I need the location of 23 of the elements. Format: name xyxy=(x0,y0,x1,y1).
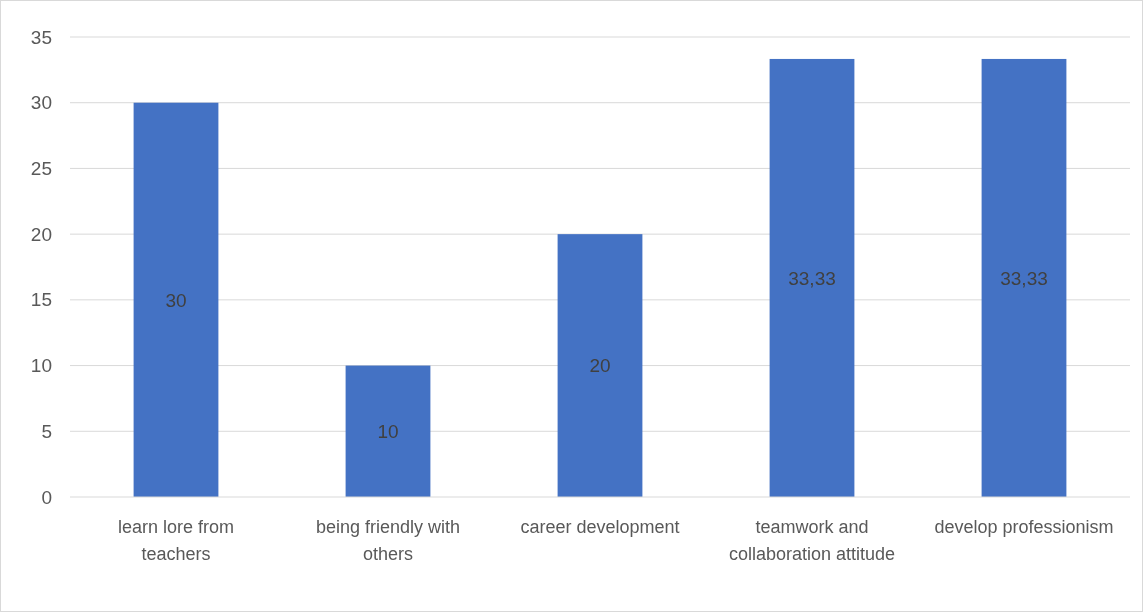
y-tick-label: 35 xyxy=(30,26,52,48)
x-tick-label: career development xyxy=(520,517,680,537)
x-tick-label: being friendly with others xyxy=(315,517,461,564)
y-tick-label: 25 xyxy=(30,158,52,180)
y-tick-label: 15 xyxy=(30,289,52,311)
data-label: 10 xyxy=(377,420,399,442)
bar xyxy=(345,365,431,497)
x-tick-label: learn lore from teachers xyxy=(117,517,235,564)
y-tick-label: 10 xyxy=(30,355,52,377)
bar xyxy=(981,58,1067,497)
y-tick-label: 0 xyxy=(41,486,52,508)
x-tick-label: teamwork and collaboration attitude xyxy=(728,517,896,564)
data-label: 30 xyxy=(165,289,187,311)
bar xyxy=(133,102,219,497)
x-tick-label: develop professionism xyxy=(934,517,1114,537)
bar xyxy=(769,58,855,497)
bar xyxy=(557,234,643,497)
y-tick-label: 30 xyxy=(30,92,52,114)
data-label: 33,33 xyxy=(788,267,836,289)
data-label: 33,33 xyxy=(1000,267,1048,289)
data-label: 20 xyxy=(589,355,611,377)
y-tick-label: 5 xyxy=(41,420,52,442)
y-tick-label: 20 xyxy=(30,223,52,245)
